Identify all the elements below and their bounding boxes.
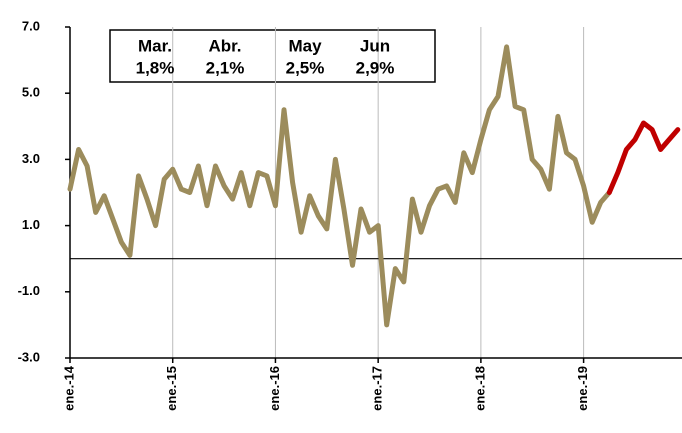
y-tick-label: 7.0 [22,18,40,33]
y-tick-label: 1.0 [22,217,40,232]
x-tick-label: ene.-16 [267,366,282,411]
annotation-header: Mar. [138,36,172,55]
y-tick-label: 3.0 [22,151,40,166]
x-tick-label: ene.-19 [575,366,590,411]
annotation-header: Abr. [208,36,241,55]
x-tick-label: ene.-14 [61,365,76,411]
annotation-value: 2,9% [356,58,395,77]
y-tick-label: -1.0 [18,283,40,298]
annotation-value: 1,8% [136,58,175,77]
annotation-value: 2,5% [286,58,325,77]
series-line [606,120,681,195]
y-tick-label: 5.0 [22,85,40,100]
annotation-header: Jun [360,36,390,55]
y-tick-label: -3.0 [18,349,40,364]
x-tick-label: ene.-18 [472,366,487,411]
annotation-value: 2,1% [206,58,245,77]
annotation-header: May [288,36,322,55]
series-line [67,44,612,328]
x-tick-label: ene.-17 [370,366,385,411]
x-tick-label: ene.-15 [164,366,179,411]
annotation-box [109,29,436,83]
